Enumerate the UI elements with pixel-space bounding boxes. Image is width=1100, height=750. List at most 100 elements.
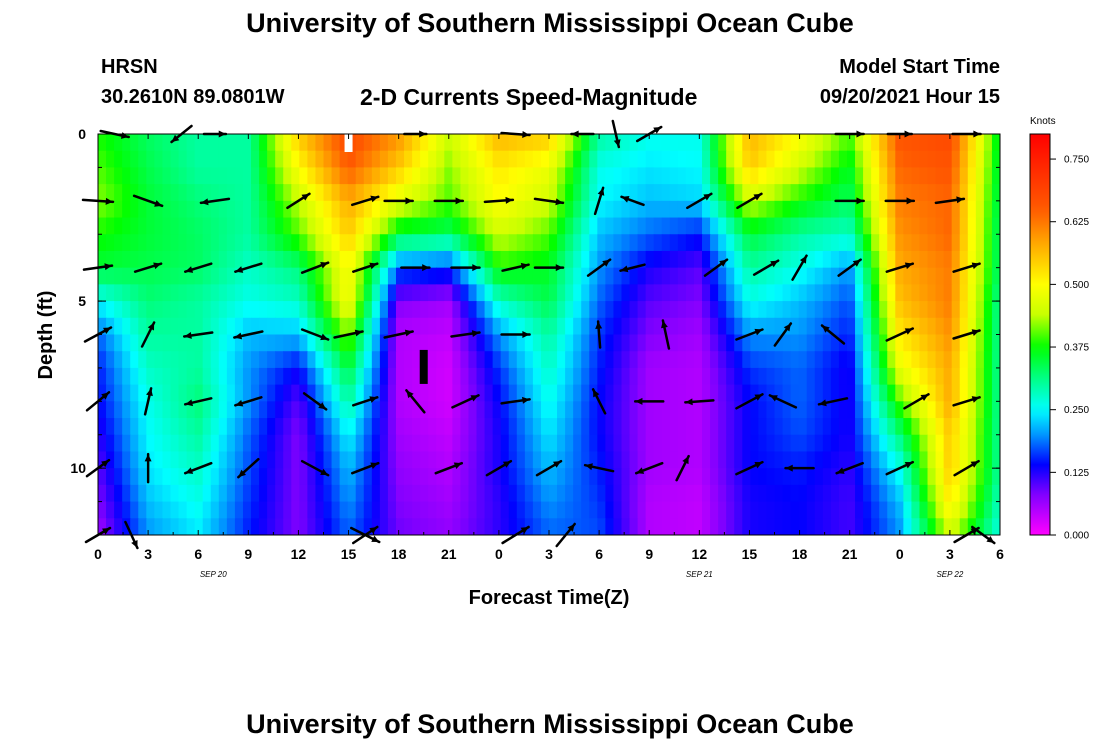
heatmap-cell: [355, 250, 365, 269]
heatmap-cell: [782, 518, 792, 535]
heatmap-cell: [202, 184, 212, 202]
current-vector: [533, 264, 565, 272]
heatmap-cell: [943, 384, 953, 402]
heatmap-cell: [718, 401, 727, 419]
heatmap-cell: [669, 217, 679, 235]
current-vector: [237, 457, 260, 479]
heatmap-cell: [613, 167, 623, 185]
heatmap-cell: [436, 267, 445, 285]
heatmap-cell: [734, 501, 743, 519]
heatmap-cell: [702, 234, 711, 252]
vector-head: [131, 540, 138, 548]
heatmap-cell: [194, 434, 204, 453]
heatmap-cell: [226, 167, 236, 185]
heatmap-cell: [871, 418, 880, 436]
vector-head: [567, 524, 575, 532]
heatmap-cell: [718, 234, 727, 252]
heatmap-cell: [484, 401, 494, 419]
current-vector: [434, 461, 464, 475]
heatmap-cell: [653, 234, 663, 252]
heatmap-cell: [315, 401, 325, 419]
heatmap-cell: [677, 301, 687, 319]
heatmap-cell: [645, 334, 655, 352]
heatmap-cell: [702, 250, 711, 269]
heatmap-cell: [782, 351, 792, 369]
heatmap-cell: [814, 468, 824, 486]
heatmap-cell: [516, 518, 526, 535]
heatmap-cell: [798, 134, 808, 152]
vector-head: [505, 196, 513, 204]
heatmap-cell: [226, 134, 236, 152]
heatmap-cell: [186, 167, 196, 185]
heatmap-cell: [573, 217, 582, 235]
heatmap-cell: [210, 351, 220, 369]
heatmap-cell: [758, 367, 768, 386]
heatmap-cell: [154, 451, 164, 469]
heatmap-cell: [267, 451, 276, 469]
heatmap-cell: [669, 367, 679, 386]
heatmap-cell: [621, 301, 631, 319]
heatmap-cell: [855, 267, 864, 285]
heatmap-cell: [291, 401, 300, 419]
heatmap-cell: [234, 418, 244, 436]
heatmap-cell: [967, 184, 977, 202]
heatmap-cell: [806, 418, 816, 436]
heatmap-cell: [210, 501, 220, 519]
heatmap-cell: [919, 134, 929, 152]
heatmap-cell: [500, 301, 510, 319]
station-coordinates: 30.2610N 89.0801W: [101, 86, 285, 108]
heatmap-cell: [242, 451, 252, 469]
heatmap-cell: [178, 334, 188, 352]
heatmap-cell: [540, 267, 550, 285]
vector-head: [836, 467, 845, 474]
heatmap-cell: [766, 134, 776, 152]
heatmap-cell: [468, 184, 478, 202]
heatmap-cell: [565, 384, 574, 402]
heatmap-cell: [500, 484, 510, 503]
heatmap-cell: [500, 418, 510, 436]
heatmap-cell: [935, 184, 945, 202]
heatmap-cell: [299, 518, 308, 535]
heatmap-cell: [331, 250, 341, 269]
heatmap-cell: [911, 134, 921, 152]
heatmap-cell: [106, 167, 115, 185]
heatmap-cell: [484, 351, 494, 369]
heatmap-cell: [629, 501, 639, 519]
heatmap-cell: [806, 351, 816, 369]
heatmap-cell: [863, 301, 872, 319]
heatmap-cell: [218, 468, 228, 486]
heatmap-cell: [508, 284, 518, 302]
heatmap-cell: [975, 267, 985, 285]
heatmap-cell: [879, 384, 888, 402]
heatmap-cell: [766, 468, 776, 486]
heatmap-cell: [452, 434, 462, 453]
current-vector: [784, 464, 815, 472]
heatmap-cell: [879, 468, 888, 486]
heatmap-cell: [218, 167, 228, 185]
heatmap-cell: [524, 451, 534, 469]
heatmap-cell: [798, 484, 808, 503]
heatmap-cell: [693, 217, 703, 235]
heatmap-cell: [710, 351, 719, 369]
heatmap-cell: [597, 484, 606, 503]
heatmap-cell: [855, 284, 864, 302]
heatmap-cell: [412, 351, 421, 369]
heatmap-cell: [146, 301, 155, 319]
heatmap-cell: [339, 484, 349, 503]
heatmap-cell: [806, 468, 816, 486]
heatmap-cell: [814, 501, 824, 519]
current-vector: [183, 397, 213, 407]
heatmap-cell: [355, 334, 365, 352]
heatmap-cell: [540, 134, 550, 152]
vector-head: [144, 454, 152, 462]
heatmap-cell: [291, 267, 300, 285]
heatmap-cell: [814, 301, 824, 319]
heatmap-cell: [516, 367, 526, 386]
heatmap-cell: [726, 351, 735, 369]
heatmap-cell: [919, 267, 929, 285]
heatmap-cell: [855, 351, 864, 369]
heatmap-cell: [122, 501, 131, 519]
heatmap-cell: [774, 200, 784, 219]
heatmap-cell: [371, 484, 381, 503]
heatmap-cell: [975, 334, 985, 352]
